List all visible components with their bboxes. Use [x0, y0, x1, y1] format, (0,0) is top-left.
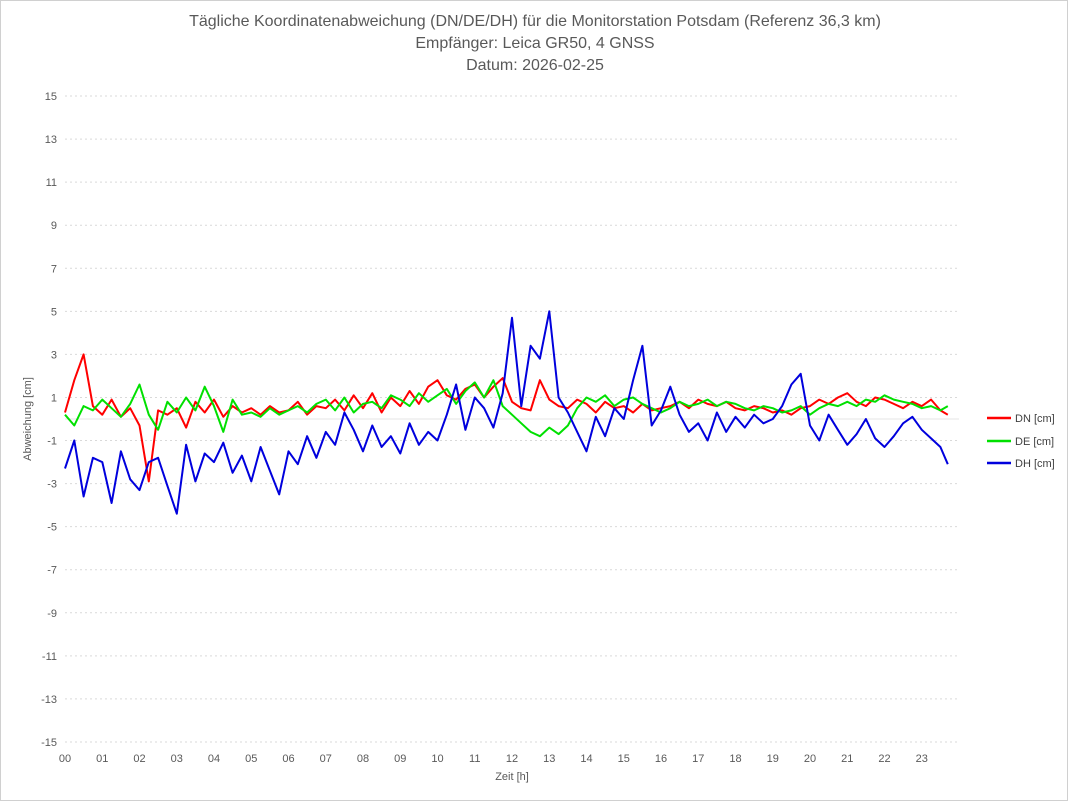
y-tick-label: 3: [51, 349, 57, 361]
x-tick-label: 20: [804, 753, 816, 765]
x-tick-label: 21: [841, 753, 853, 765]
x-tick-label: 07: [320, 753, 332, 765]
x-axis-title: Zeit [h]: [495, 771, 529, 783]
x-tick-label: 17: [692, 753, 704, 765]
x-tick-label: 06: [282, 753, 294, 765]
series-line-dh: [64, 310, 949, 515]
x-tick-label: 22: [878, 753, 890, 765]
legend-label-dn: DN [cm]: [1015, 413, 1055, 425]
x-tick-label: 14: [580, 753, 592, 765]
chart-title-line-2: Empfänger: Leica GR50, 4 GNSS: [415, 35, 655, 52]
chart-title-line-1: Tägliche Koordinatenabweichung (DN/DE/DH…: [189, 13, 881, 30]
series-line-dn: [64, 353, 949, 483]
legend-label-dh: DH [cm]: [1015, 458, 1055, 470]
y-tick-label: 7: [51, 263, 57, 275]
y-tick-label: -7: [47, 565, 57, 577]
x-tick-label: 02: [133, 753, 145, 765]
y-tick-label: -9: [47, 608, 57, 620]
chart-title-line-3: Datum: 2026-02-25: [466, 57, 604, 74]
x-tick-label: 18: [729, 753, 741, 765]
y-tick-label: -13: [41, 694, 57, 706]
x-tick-label: 09: [394, 753, 406, 765]
y-tick-label: -11: [42, 651, 57, 663]
x-tick-label: 23: [916, 753, 928, 765]
y-tick-label: 13: [45, 134, 57, 146]
x-tick-label: 04: [208, 753, 220, 765]
x-tick-label: 19: [767, 753, 779, 765]
y-tick-label: -3: [47, 479, 57, 491]
chart-title: Tägliche Koordinatenabweichung (DN/DE/DH…: [1, 11, 1068, 77]
series-line-de: [64, 379, 949, 438]
x-tick-label: 08: [357, 753, 369, 765]
x-tick-label: 10: [431, 753, 443, 765]
y-tick-label: -5: [47, 522, 57, 534]
y-tick-label: -1: [47, 436, 57, 448]
legend-label-de: DE [cm]: [1015, 436, 1054, 448]
y-tick-label: 15: [45, 91, 57, 103]
y-axis-title: Abweichung [cm]: [22, 377, 34, 461]
y-tick-label: 11: [46, 177, 57, 189]
y-tick-label: 9: [51, 220, 57, 232]
x-tick-label: 03: [171, 753, 183, 765]
x-tick-label: 11: [469, 753, 480, 765]
x-tick-label: 00: [59, 753, 71, 765]
y-tick-label: 5: [51, 306, 57, 318]
x-tick-label: 01: [96, 753, 108, 765]
y-tick-label: -15: [41, 737, 57, 749]
x-tick-label: 16: [655, 753, 667, 765]
x-tick-label: 05: [245, 753, 257, 765]
x-tick-label: 12: [506, 753, 518, 765]
y-tick-label: 1: [51, 392, 57, 404]
x-tick-label: 15: [618, 753, 630, 765]
x-tick-label: 13: [543, 753, 555, 765]
